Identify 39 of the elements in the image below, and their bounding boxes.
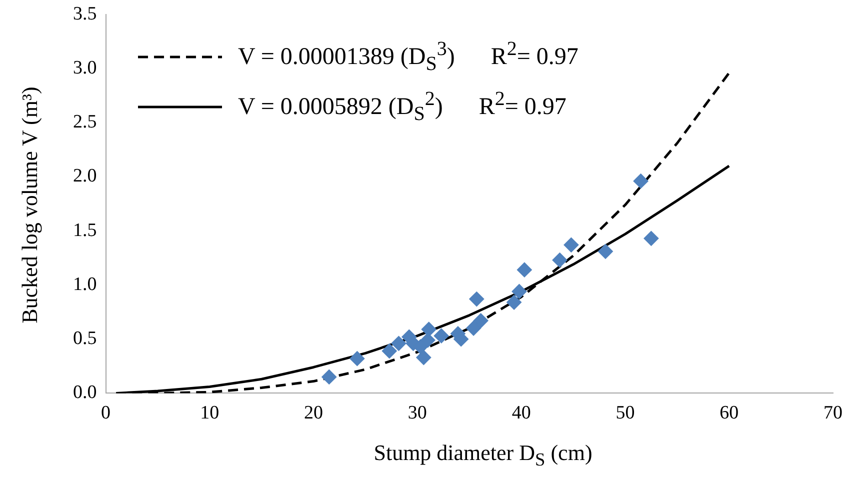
legend-label: V = 0.00001389 (D$_{S}$$^{3}$) R$^{2}$= 0.97 (238, 38, 578, 76)
x-tick-label: 70 (824, 402, 842, 424)
point (322, 369, 337, 384)
y-tick-label: 3.5 (73, 3, 97, 24)
x-tick-label: 60 (720, 402, 739, 424)
point (469, 292, 484, 307)
point (391, 336, 406, 351)
point (473, 313, 488, 328)
y-tick-label: 2.5 (73, 112, 97, 133)
y-tick-label: 1.5 (73, 220, 97, 241)
point (416, 350, 432, 365)
x-axis-title: Stump diameter D$_{S}$ (cm) (372, 440, 594, 470)
point (564, 237, 579, 252)
point (552, 252, 568, 268)
point (633, 174, 648, 189)
y-tick-label: 0.0 (73, 382, 97, 404)
y-axis-title: Bucked log volume V (m³) (17, 86, 43, 324)
point (598, 244, 613, 259)
x-tick-label: 0 (101, 402, 110, 424)
legend-label: V = 0.0005892 (D$_{S}$$^{2}$) R$^{2}$= 0.97 (238, 88, 566, 126)
point (644, 230, 659, 246)
point (421, 322, 436, 337)
x-tick-label: 10 (200, 402, 220, 424)
x-tick-label: 20 (304, 402, 324, 424)
point (466, 320, 482, 336)
point (506, 294, 522, 310)
point (434, 328, 449, 344)
y-tick-label: 2.0 (73, 166, 97, 187)
point (382, 343, 397, 358)
point (516, 262, 532, 278)
x-tick-label: 50 (616, 402, 635, 424)
point (420, 332, 436, 348)
x-tick-label: 40 (512, 402, 531, 424)
point (512, 284, 527, 299)
y-tick-label: 3.0 (73, 58, 97, 78)
y-tick-label: 1.0 (73, 274, 97, 295)
point (350, 351, 365, 366)
y-tick-label: 0.5 (73, 328, 97, 350)
x-tick-label: 30 (408, 402, 427, 424)
